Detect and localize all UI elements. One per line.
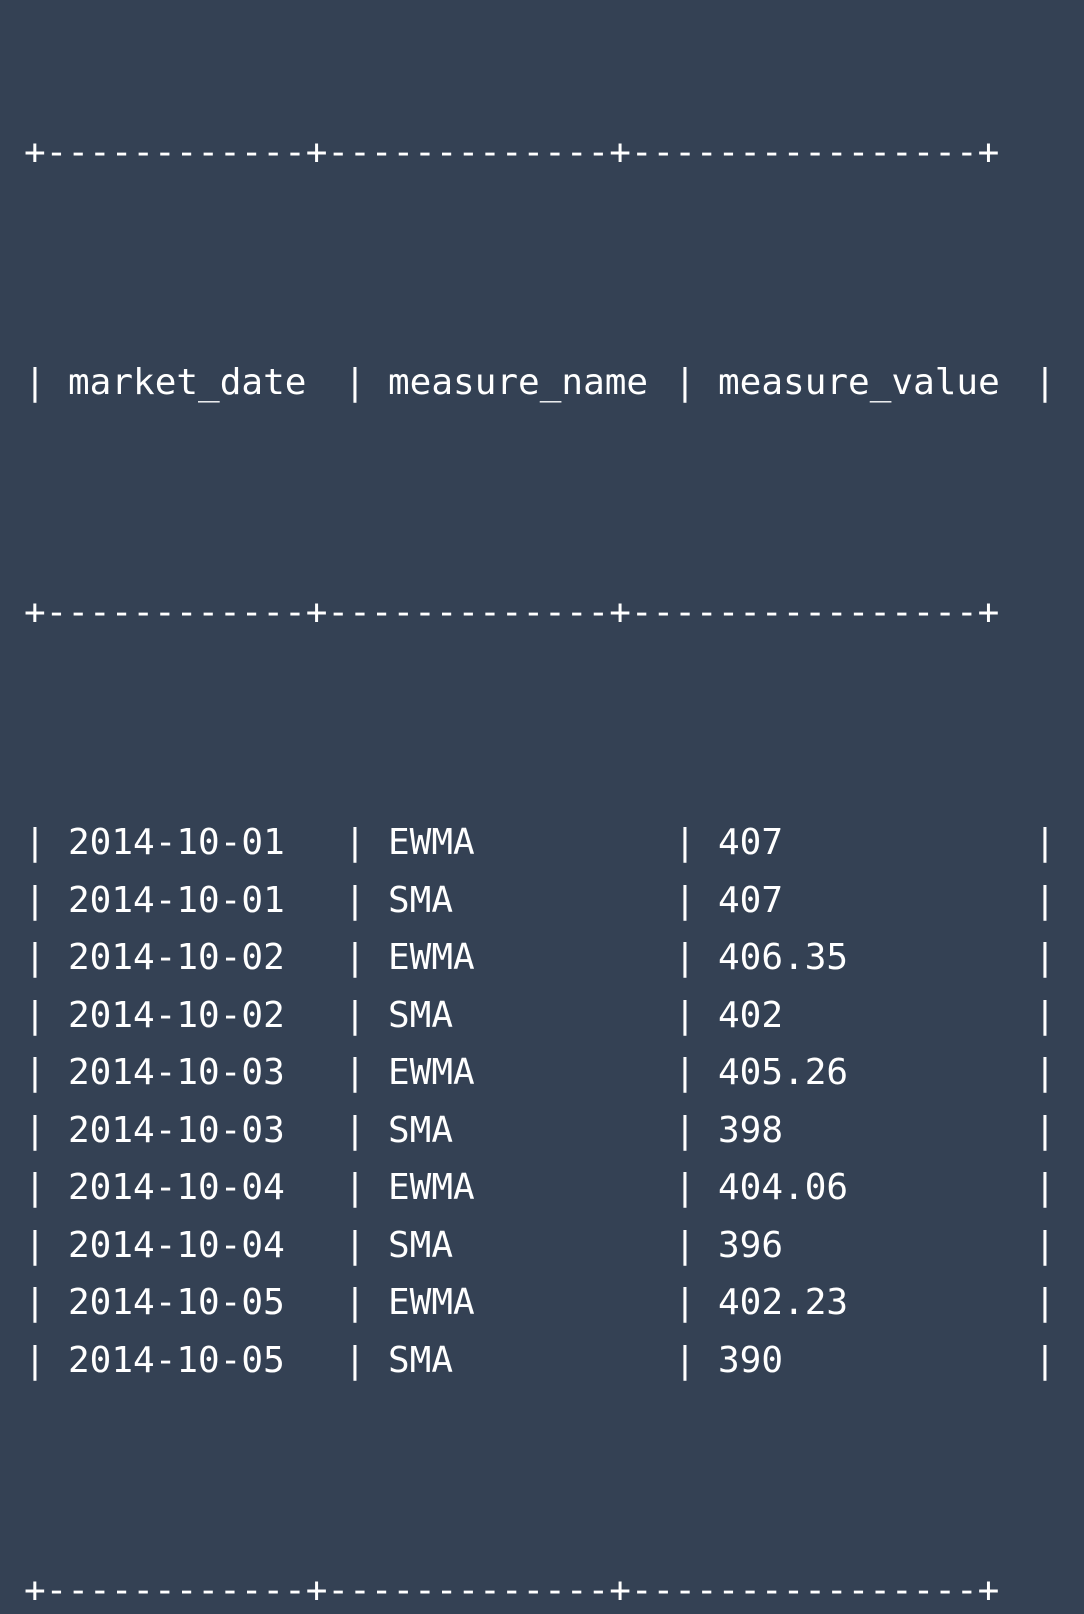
table-row: |2014-10-01|SMA|407| (24, 872, 1069, 930)
table-top-border: +------------+-------------+------------… (24, 124, 1069, 182)
terminal-output: +------------+-------------+------------… (24, 9, 1069, 1614)
table-bottom-border: +------------+-------------+------------… (24, 1562, 1069, 1614)
cell-market-date: 2014-10-01 (46, 814, 344, 872)
cell-market-date: 2014-10-05 (46, 1332, 344, 1390)
table-row: |2014-10-02|SMA|402| (24, 987, 1069, 1045)
cell-measure-name: SMA (366, 987, 674, 1045)
cell-measure-value: 398 (696, 1102, 1034, 1160)
cell-measure-value: 390 (696, 1332, 1034, 1390)
table-row: |2014-10-04|SMA|396| (24, 1217, 1069, 1275)
cell-market-date: 2014-10-05 (46, 1274, 344, 1332)
table-header-border: +------------+-------------+------------… (24, 584, 1069, 642)
cell-measure-name: SMA (366, 1217, 674, 1275)
table-body: |2014-10-01|EWMA|407||2014-10-01|SMA|407… (24, 814, 1069, 1389)
cell-measure-name: SMA (366, 1102, 674, 1160)
cell-measure-name: EWMA (366, 1274, 674, 1332)
cell-market-date: 2014-10-03 (46, 1102, 344, 1160)
table-row: |2014-10-02|EWMA|406.35| (24, 929, 1069, 987)
cell-measure-value: 405.26 (696, 1044, 1034, 1102)
cell-measure-name: EWMA (366, 929, 674, 987)
cell-measure-name: EWMA (366, 1159, 674, 1217)
cell-measure-value: 396 (696, 1217, 1034, 1275)
table-row: |2014-10-01|EWMA|407| (24, 814, 1069, 872)
table-row: |2014-10-04|EWMA|404.06| (24, 1159, 1069, 1217)
cell-measure-value: 406.35 (696, 929, 1034, 987)
cell-measure-value: 402 (696, 987, 1034, 1045)
cell-market-date: 2014-10-03 (46, 1044, 344, 1102)
cell-measure-value: 407 (696, 814, 1034, 872)
header-measure-value: measure_value (696, 354, 1034, 412)
cell-measure-name: SMA (366, 872, 674, 930)
header-measure-name: measure_name (366, 354, 674, 412)
cell-market-date: 2014-10-04 (46, 1217, 344, 1275)
cell-measure-name: EWMA (366, 1044, 674, 1102)
cell-market-date: 2014-10-01 (46, 872, 344, 930)
cell-market-date: 2014-10-04 (46, 1159, 344, 1217)
table-row: |2014-10-05|EWMA|402.23| (24, 1274, 1069, 1332)
cell-measure-value: 407 (696, 872, 1034, 930)
cell-measure-name: SMA (366, 1332, 674, 1390)
cell-market-date: 2014-10-02 (46, 987, 344, 1045)
table-row: |2014-10-03|SMA|398| (24, 1102, 1069, 1160)
cell-measure-name: EWMA (366, 814, 674, 872)
cell-market-date: 2014-10-02 (46, 929, 344, 987)
table-row: |2014-10-03|EWMA|405.26| (24, 1044, 1069, 1102)
table-header-row: |market_date|measure_name|measure_value| (24, 354, 1069, 412)
header-market-date: market_date (46, 354, 344, 412)
cell-measure-value: 404.06 (696, 1159, 1034, 1217)
table-row: |2014-10-05|SMA|390| (24, 1332, 1069, 1390)
cell-measure-value: 402.23 (696, 1274, 1034, 1332)
